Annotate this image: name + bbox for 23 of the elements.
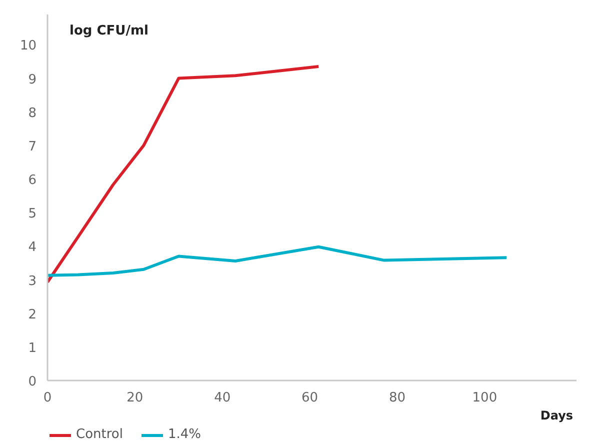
y-tick-label: 5 (28, 206, 37, 222)
legend-label: 1.4% (168, 427, 202, 442)
y-tick-label: 0 (28, 374, 37, 390)
y-axis-title: log CFU/ml (70, 24, 148, 38)
x-tick-label: 40 (214, 390, 231, 406)
legend-label: Control (76, 427, 123, 442)
y-tick-label: 7 (28, 139, 37, 154)
line-series (48, 245, 508, 277)
y-tick-label: 9 (28, 72, 37, 88)
y-tick-label: 3 (28, 274, 37, 289)
y-tick-label: 10 (20, 38, 37, 54)
y-tick-label: 2 (28, 307, 37, 322)
y-tick-label: 8 (28, 106, 37, 121)
y-tick-label: 4 (28, 240, 37, 256)
line-series (48, 65, 320, 284)
y-tick-label: 1 (28, 340, 37, 356)
y-tick-label: 6 (28, 173, 37, 188)
x-tick-label: 0 (43, 390, 52, 406)
x-tick-label: 100 (472, 390, 498, 406)
x-tick-label: 60 (302, 390, 318, 406)
x-tick-label: 80 (388, 390, 406, 406)
x-tick-label: 20 (126, 390, 144, 406)
x-axis-title: Days (540, 408, 574, 422)
